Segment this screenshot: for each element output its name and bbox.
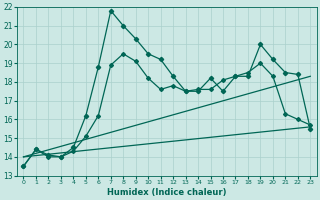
X-axis label: Humidex (Indice chaleur): Humidex (Indice chaleur) <box>107 188 227 197</box>
